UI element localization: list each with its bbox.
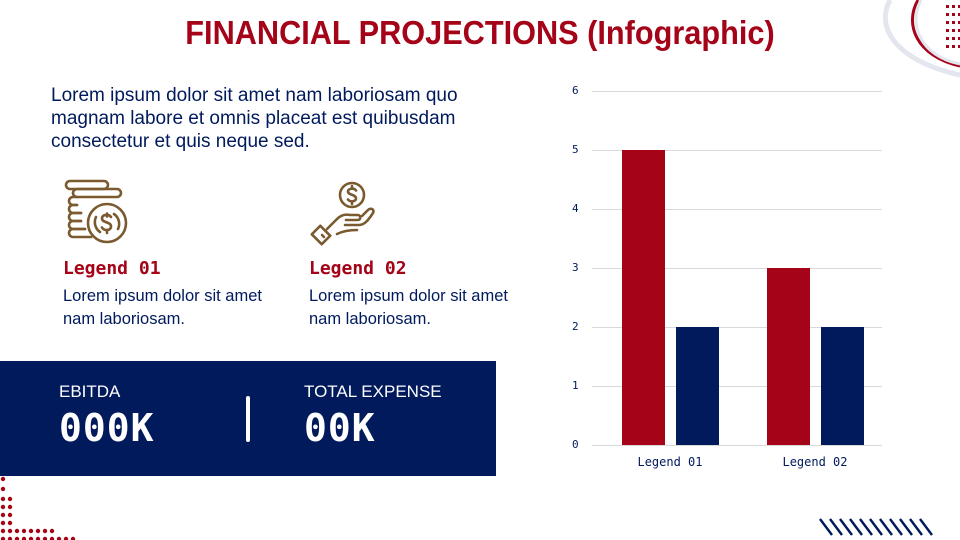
page-title: FINANCIAL PROJECTIONS (Infographic) xyxy=(185,14,775,51)
x-axis-label: Legend 01 xyxy=(637,455,703,469)
kpi-band: EBITDA 000K TOTAL EXPENSE 00K xyxy=(0,361,496,476)
bar xyxy=(621,150,665,445)
legend-card-02: Legend 02 Lorem ipsum dolor sit amet nam… xyxy=(309,178,539,331)
y-tick-label: 6 xyxy=(572,84,579,97)
corner-decoration xyxy=(882,0,960,78)
kpi-divider xyxy=(246,396,250,442)
intro-text: Lorem ipsum dolor sit amet nam laboriosa… xyxy=(51,85,458,152)
gridline xyxy=(592,268,882,269)
y-tick-label: 2 xyxy=(572,320,579,333)
y-tick-label: 1 xyxy=(572,379,579,392)
y-tick-label: 3 xyxy=(572,261,579,274)
y-tick-label: 5 xyxy=(572,143,579,156)
kpi-ebitda: EBITDA 000K xyxy=(59,382,155,450)
bar xyxy=(820,327,864,445)
hand-holding-dollar-icon xyxy=(310,181,375,246)
diagonal-stripes-decoration xyxy=(819,518,933,536)
gridline xyxy=(592,386,882,387)
kpi-label: EBITDA xyxy=(59,382,121,401)
gridline xyxy=(592,91,882,92)
kpi-value: 00K xyxy=(304,406,376,450)
bar-chart: 0 1 2 3 4 5 6 Legend 01 Legend 02 xyxy=(560,80,890,480)
kpi-total-expense: TOTAL EXPENSE 00K xyxy=(304,382,442,450)
bar xyxy=(766,268,810,445)
gridline xyxy=(592,445,882,446)
legend-card-text: Lorem ipsum dolor sit amet nam laboriosa… xyxy=(309,287,508,328)
kpi-value: 000K xyxy=(59,406,155,450)
bar xyxy=(675,327,719,445)
y-tick-label: 0 xyxy=(572,438,579,451)
legend-card-title: Legend 01 xyxy=(63,258,161,279)
dot-pattern-decoration xyxy=(0,476,76,540)
legend-card-01: Legend 01 Lorem ipsum dolor sit amet nam… xyxy=(63,178,293,331)
gridline xyxy=(592,209,882,210)
kpi-label: TOTAL EXPENSE xyxy=(304,382,442,401)
coins-stack-dollar-icon xyxy=(64,179,128,244)
y-tick-label: 4 xyxy=(572,202,579,215)
gridline xyxy=(592,150,882,151)
legend-card-title: Legend 02 xyxy=(309,258,407,279)
gridline xyxy=(592,327,882,328)
x-axis-label: Legend 02 xyxy=(782,455,848,469)
legend-card-text: Lorem ipsum dolor sit amet nam laboriosa… xyxy=(63,287,262,328)
